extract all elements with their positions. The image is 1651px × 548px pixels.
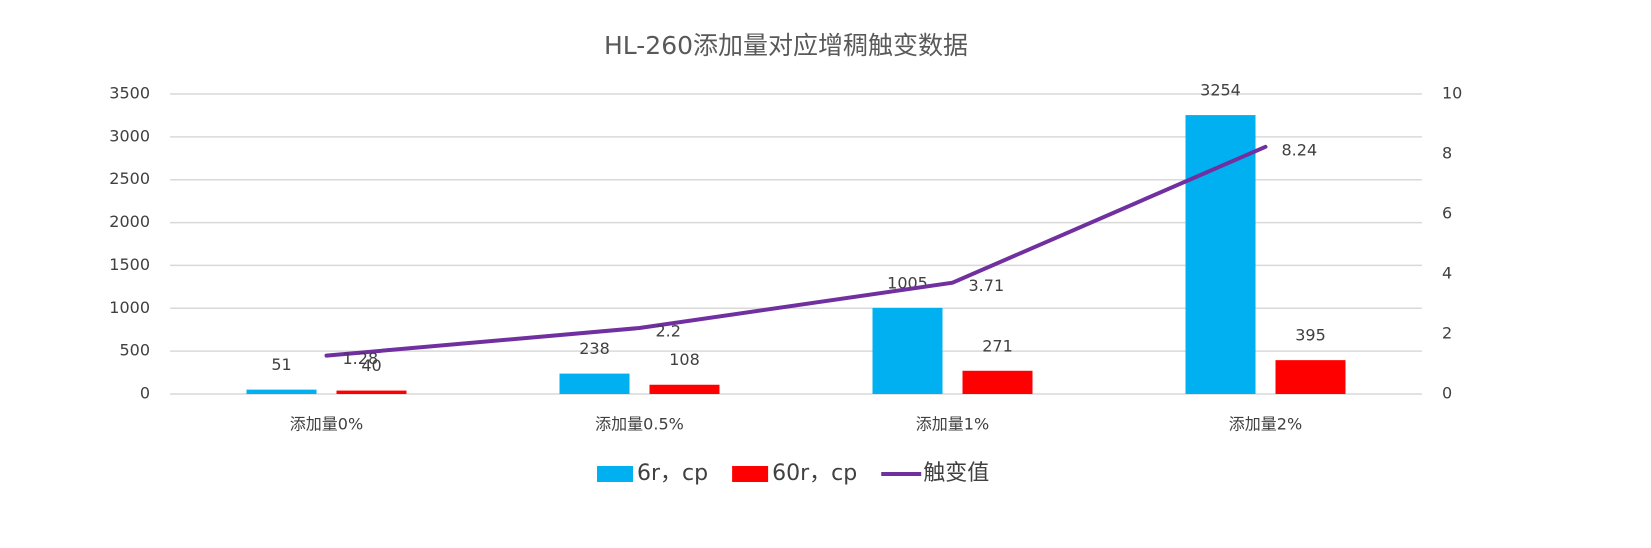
bar	[872, 307, 943, 394]
y2-tick-label: 0	[1442, 384, 1452, 403]
y-tick-label: 0	[140, 384, 150, 403]
bar	[559, 373, 630, 394]
data-label: 271	[982, 336, 1013, 355]
y-tick-label: 500	[119, 341, 150, 360]
data-label: 238	[579, 339, 610, 358]
legend-label: 触变值	[923, 461, 989, 486]
data-label: 3254	[1200, 81, 1241, 100]
data-label: 2.2	[656, 322, 681, 341]
bar	[649, 384, 720, 394]
y-tick-label: 3500	[109, 84, 150, 103]
y-tick-label: 2500	[109, 169, 150, 188]
x-tick-label: 添加量0.5%	[595, 415, 684, 434]
y2-tick-label: 6	[1442, 204, 1452, 223]
y2-tick-label: 8	[1442, 144, 1452, 163]
bar	[1185, 115, 1256, 394]
data-label: 51	[271, 355, 291, 374]
y-tick-label: 3000	[109, 126, 150, 145]
bar	[246, 389, 317, 394]
data-label: 40	[361, 356, 381, 375]
legend-swatch	[732, 466, 769, 482]
data-label: 3.71	[969, 276, 1005, 295]
line	[324, 144, 1268, 358]
y-tick-label: 1500	[109, 255, 150, 274]
legend-swatch	[597, 466, 633, 482]
x-tick-label: 添加量2%	[1229, 415, 1302, 434]
bar	[1275, 360, 1346, 394]
legend-label: 60r，cp	[772, 461, 857, 486]
y2-tick-label: 4	[1442, 264, 1452, 283]
data-label: 108	[669, 350, 700, 369]
x-tick-label: 添加量0%	[290, 415, 363, 434]
bar	[962, 370, 1033, 394]
y2-tick-label: 2	[1442, 324, 1452, 343]
y-tick-label: 1000	[109, 298, 150, 317]
data-label: 395	[1295, 326, 1326, 345]
y-tick-label: 2000	[109, 212, 150, 231]
legend-label: 6r，cp	[637, 461, 708, 486]
y2-tick-label: 10	[1442, 84, 1462, 103]
data-label: 1.28	[343, 349, 379, 368]
bar	[336, 390, 407, 394]
data-label: 8.24	[1282, 140, 1318, 159]
x-tick-label: 添加量1%	[916, 415, 989, 434]
chart-title: HL-260添加量对应增稠触变数据	[604, 31, 968, 60]
